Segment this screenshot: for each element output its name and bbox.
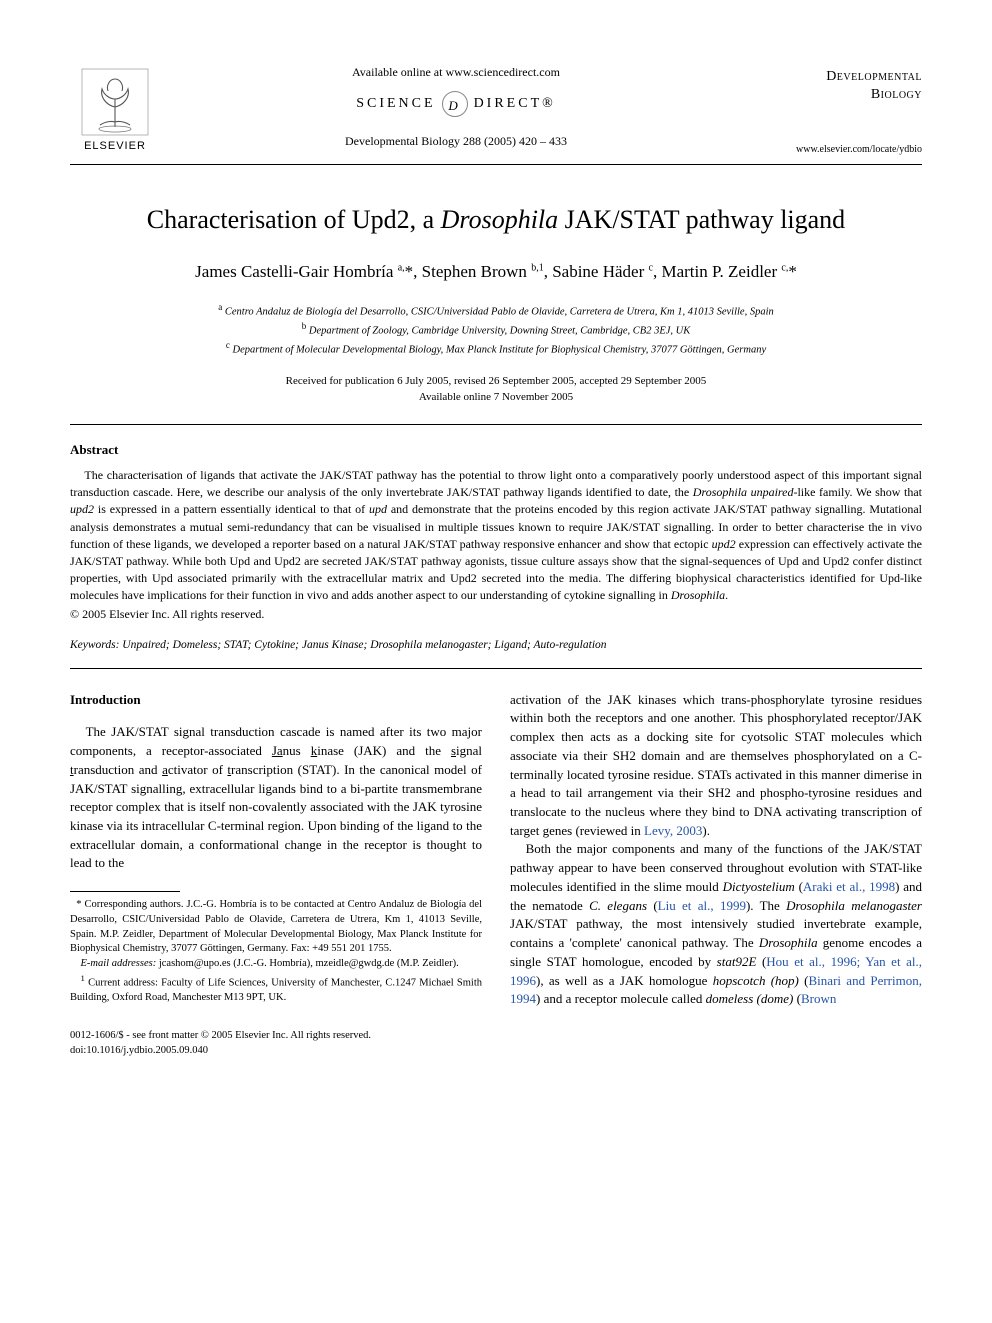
page-footer: 0012-1606/$ - see front matter © 2005 El… [70, 1029, 922, 1058]
keywords-list: Unpaired; Domeless; STAT; Cytokine; Janu… [122, 639, 606, 651]
authors-line: James Castelli-Gair Hombría a,*, Stephen… [70, 260, 922, 285]
journal-name: Developmental Biology [752, 68, 922, 103]
dates-line1: Received for publication 6 July 2005, re… [70, 373, 922, 390]
sd-text-left: SCIENCE [356, 94, 435, 114]
journal-url: www.elsevier.com/locate/ydbio [752, 143, 922, 158]
footnotes: * Corresponding authors. J.C.-G. Hombría… [70, 898, 482, 1005]
elsevier-label: ELSEVIER [84, 139, 146, 155]
article-title: Characterisation of Upd2, a Drosophila J… [70, 201, 922, 239]
introduction-heading: Introduction [70, 691, 482, 710]
sciencedirect-logo: SCIENCE d DIRECT® [160, 91, 752, 117]
article-dates: Received for publication 6 July 2005, re… [70, 373, 922, 406]
header-right: Developmental Biology www.elsevier.com/l… [752, 60, 922, 158]
body-columns: Introduction The JAK/STAT signal transdu… [70, 691, 922, 1009]
intro-col2-p1: activation of the JAK kinases which tran… [510, 691, 922, 841]
column-right: activation of the JAK kinases which tran… [510, 691, 922, 1009]
footnote-current-address: 1 Current address: Faculty of Life Scien… [70, 972, 482, 1006]
page-header: ELSEVIER Available online at www.science… [70, 60, 922, 158]
abstract-copyright: © 2005 Elsevier Inc. All rights reserved… [70, 606, 922, 623]
affiliation-a: a Centro Andaluz de Biología del Desarro… [70, 301, 922, 320]
header-rule [70, 164, 922, 165]
header-center: Available online at www.sciencedirect.co… [160, 60, 752, 155]
journal-name-line2: Biology [752, 86, 922, 104]
sd-text-right: DIRECT® [474, 94, 556, 114]
journal-reference: Developmental Biology 288 (2005) 420 – 4… [160, 133, 752, 150]
affiliation-c: c Department of Molecular Developmental … [70, 339, 922, 358]
sd-d-icon: d [442, 91, 468, 117]
column-left: Introduction The JAK/STAT signal transdu… [70, 691, 482, 1009]
abstract-paragraph: The characterisation of ligands that act… [70, 467, 922, 603]
abstract-section: Abstract The characterisation of ligands… [70, 441, 922, 623]
footnote-corresponding: * Corresponding authors. J.C.-G. Hombría… [70, 898, 482, 957]
keywords-label: Keywords: [70, 639, 119, 651]
journal-name-line1: Developmental [826, 69, 922, 84]
elsevier-logo: ELSEVIER [70, 60, 160, 155]
available-online-line: Available online at www.sciencedirect.co… [160, 64, 752, 81]
intro-col2-p2: Both the major components and many of th… [510, 840, 922, 1008]
footer-line2: doi:10.1016/j.ydbio.2005.09.040 [70, 1044, 922, 1059]
abstract-body: The characterisation of ligands that act… [70, 467, 922, 603]
keywords-line: Keywords: Unpaired; Domeless; STAT; Cyto… [70, 637, 922, 654]
rule-above-abstract [70, 424, 922, 425]
footnote-separator [70, 891, 180, 892]
elsevier-tree-icon [80, 67, 150, 137]
footer-line1: 0012-1606/$ - see front matter © 2005 El… [70, 1029, 922, 1044]
abstract-heading: Abstract [70, 441, 922, 460]
affiliation-b: b Department of Zoology, Cambridge Unive… [70, 320, 922, 339]
footnote-emails: E-mail addresses: jcashom@upo.es (J.C.-G… [70, 957, 482, 972]
rule-below-keywords [70, 668, 922, 669]
affiliations: a Centro Andaluz de Biología del Desarro… [70, 301, 922, 359]
dates-line2: Available online 7 November 2005 [70, 389, 922, 406]
intro-col1-p1: The JAK/STAT signal transduction cascade… [70, 723, 482, 873]
